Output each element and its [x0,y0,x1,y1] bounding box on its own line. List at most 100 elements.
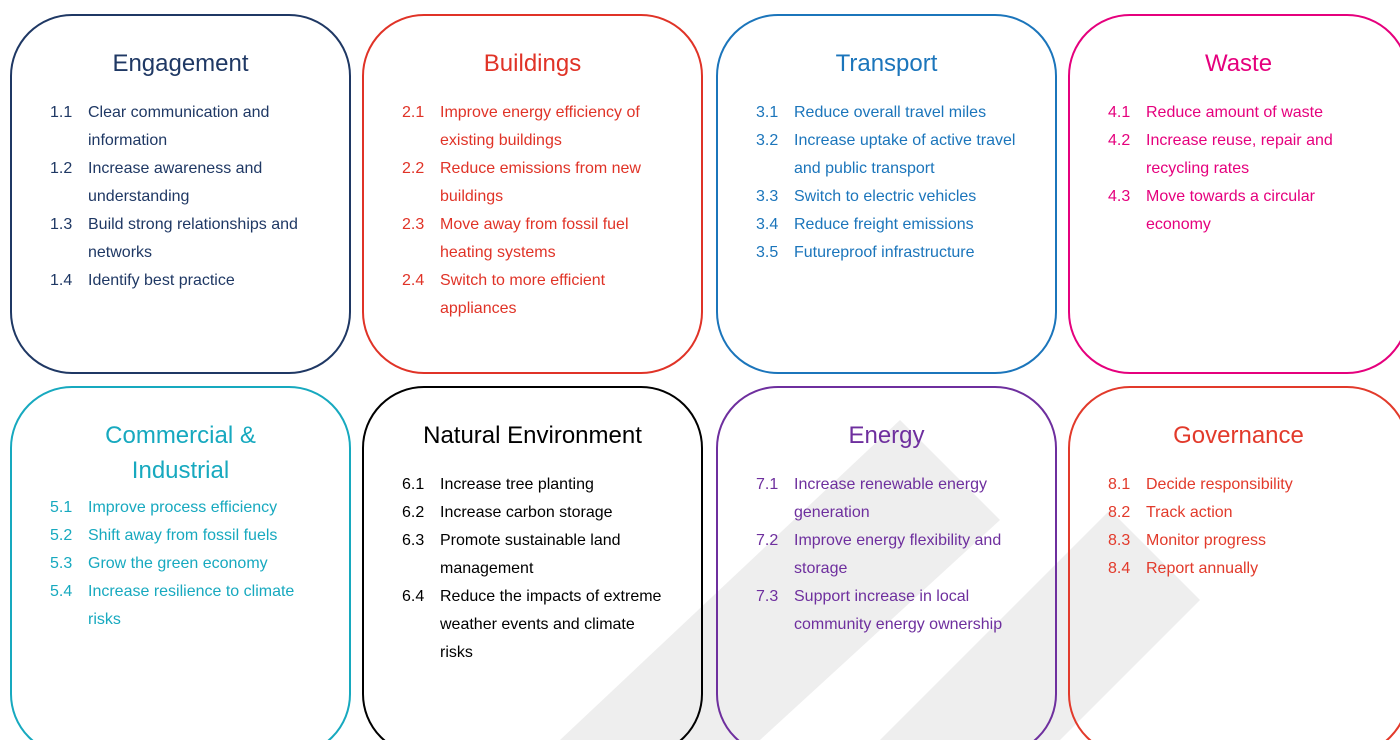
item-text: Improve energy efficiency of existing bu… [440,104,640,149]
item-list: 8.1 Decide responsibility 8.2 Track action 8… [1108,471,1400,583]
item-list: 6.1 Increase tree planting 6.2 Increase car… [402,471,701,667]
item-number: 3.1 [756,104,779,121]
list-item: 7.1 Increase renewable energy generation [756,471,1055,527]
item-text: Move towards a circular economy [1146,188,1315,233]
list-item: 6.3 Promote sustainable land management [402,527,701,583]
item-text: Grow the green economy [88,555,268,572]
item-number: 8.3 [1108,532,1131,549]
category-box: Natural Environment 6.1 Increase tree plan… [362,386,703,740]
list-item: 1.2 Increase awareness and understanding [50,155,349,211]
list-item: 7.3 Support increase in local community e… [756,583,1055,639]
list-item: 5.4 Increase resilience to climate risks [50,578,349,634]
category-box: Buildings 2.1 Improve energy efficiency of… [362,14,703,374]
item-text: Reduce overall travel miles [794,104,987,121]
list-item: 6.2 Increase carbon storage [402,499,701,527]
item-number: 5.4 [50,583,73,600]
item-list: 3.1 Reduce overall travel miles 3.2 Increas… [756,99,1055,267]
item-number: 8.2 [1108,504,1131,521]
item-text: Increase tree planting [440,476,594,493]
category-box: Commercial & Industrial 5.1 Improve proces… [10,386,351,740]
item-number: 1.3 [50,216,73,233]
list-item: 8.3 Monitor progress [1108,527,1400,555]
item-number: 4.2 [1108,132,1131,149]
item-list: 1.1 Clear communication and information 1.… [50,99,349,295]
item-text: Build strong relationships and networks [88,216,298,261]
list-item: 4.2 Increase reuse, repair and recycling … [1108,127,1400,183]
item-number: 7.3 [756,588,779,605]
list-item: 8.1 Decide responsibility [1108,471,1400,499]
item-list: 2.1 Improve energy efficiency of existing… [402,99,701,323]
list-item: 8.2 Track action [1108,499,1400,527]
list-item: 2.1 Improve energy efficiency of existing… [402,99,701,155]
box-title: Buildings [483,50,582,77]
box-title: Engagement [112,50,249,77]
list-item: 6.1 Increase tree planting [402,471,701,499]
item-text: Increase uptake of active travel and pub… [794,132,1016,177]
item-text: Reduce the impacts of extreme weather ev… [440,588,662,661]
item-number: 6.2 [402,504,425,521]
list-item: 3.4 Reduce freight emissions [756,211,1055,239]
item-number: 7.1 [756,476,779,493]
list-item: 1.1 Clear communication and information [50,99,349,155]
item-number: 1.4 [50,272,73,289]
list-item: 5.1 Improve process efficiency [50,494,349,522]
item-number: 6.1 [402,476,425,493]
item-text: Identify best practice [88,272,235,289]
watermark-shape [880,510,1200,740]
list-item: 1.3 Build strong relationships and networ… [50,211,349,267]
item-text: Monitor progress [1146,532,1267,549]
item-text: Shift away from fossil fuels [88,527,278,544]
item-number: 2.1 [402,104,425,121]
item-text: Futureproof infrastructure [794,244,975,261]
item-number: 5.3 [50,555,73,572]
item-text: Reduce amount of waste [1146,104,1323,121]
item-number: 7.2 [756,532,779,549]
item-number: 3.5 [756,244,779,261]
list-item: 5.2 Shift away from fossil fuels [50,522,349,550]
item-number: 5.2 [50,527,73,544]
item-number: 6.4 [402,588,425,605]
item-text: Reduce freight emissions [794,216,974,233]
list-item: 7.2 Improve energy flexibility and storag… [756,527,1055,583]
list-item: 2.3 Move away from fossil fuel heating sy… [402,211,701,267]
list-item: 3.3 Switch to electric vehicles [756,183,1055,211]
list-item: 3.5 Futureproof infrastructure [756,239,1055,267]
item-text: Increase awareness and understanding [88,160,263,205]
category-box: Energy 7.1 Increase renewable energy gener… [716,386,1057,740]
item-number: 5.1 [50,499,73,516]
category-box: Engagement 1.1 Clear communication and inf… [10,14,351,374]
list-item: 2.2 Reduce emissions from new buildings [402,155,701,211]
list-item: 2.4 Switch to more efficient appliances [402,267,701,323]
item-text: Switch to more efficient appliances [440,272,606,317]
box-title: Waste [1204,50,1273,77]
item-list: 4.1 Reduce amount of waste 4.2 Increase reu… [1108,99,1400,239]
item-text: Increase carbon storage [440,504,613,521]
item-number: 4.3 [1108,188,1131,205]
item-list: 7.1 Increase renewable energy generation 7… [756,471,1055,639]
list-item: 1.4 Identify best practice [50,267,349,295]
item-text: Decide responsibility [1146,476,1293,493]
box-title: Transport [835,50,938,77]
box-title: Energy [848,422,925,449]
item-text: Support increase in local community ener… [794,588,1003,633]
watermark-shape [560,420,1000,740]
item-number: 2.2 [402,160,425,177]
item-text: Track action [1146,504,1233,521]
category-box: Waste 4.1 Reduce amount of waste 4.2 Increas… [1068,14,1400,374]
item-list: 5.1 Improve process efficiency 5.2 Shift aw… [50,494,349,634]
item-text: Increase renewable energy generation [794,476,988,521]
item-text: Improve process efficiency [88,499,278,516]
item-text: Reduce emissions from new buildings [440,160,641,205]
item-number: 8.4 [1108,560,1131,577]
category-box: Transport 3.1 Reduce overall travel miles 3… [716,14,1057,374]
item-text: Report annually [1146,560,1259,577]
item-number: 3.2 [756,132,779,149]
item-number: 3.3 [756,188,779,205]
list-item: 4.3 Move towards a circular economy [1108,183,1400,239]
list-item: 8.4 Report annually [1108,555,1400,583]
item-text: Improve energy flexibility and storage [794,532,1002,577]
box-title: Natural Environment [423,422,642,449]
item-text: Promote sustainable land management [440,532,621,577]
